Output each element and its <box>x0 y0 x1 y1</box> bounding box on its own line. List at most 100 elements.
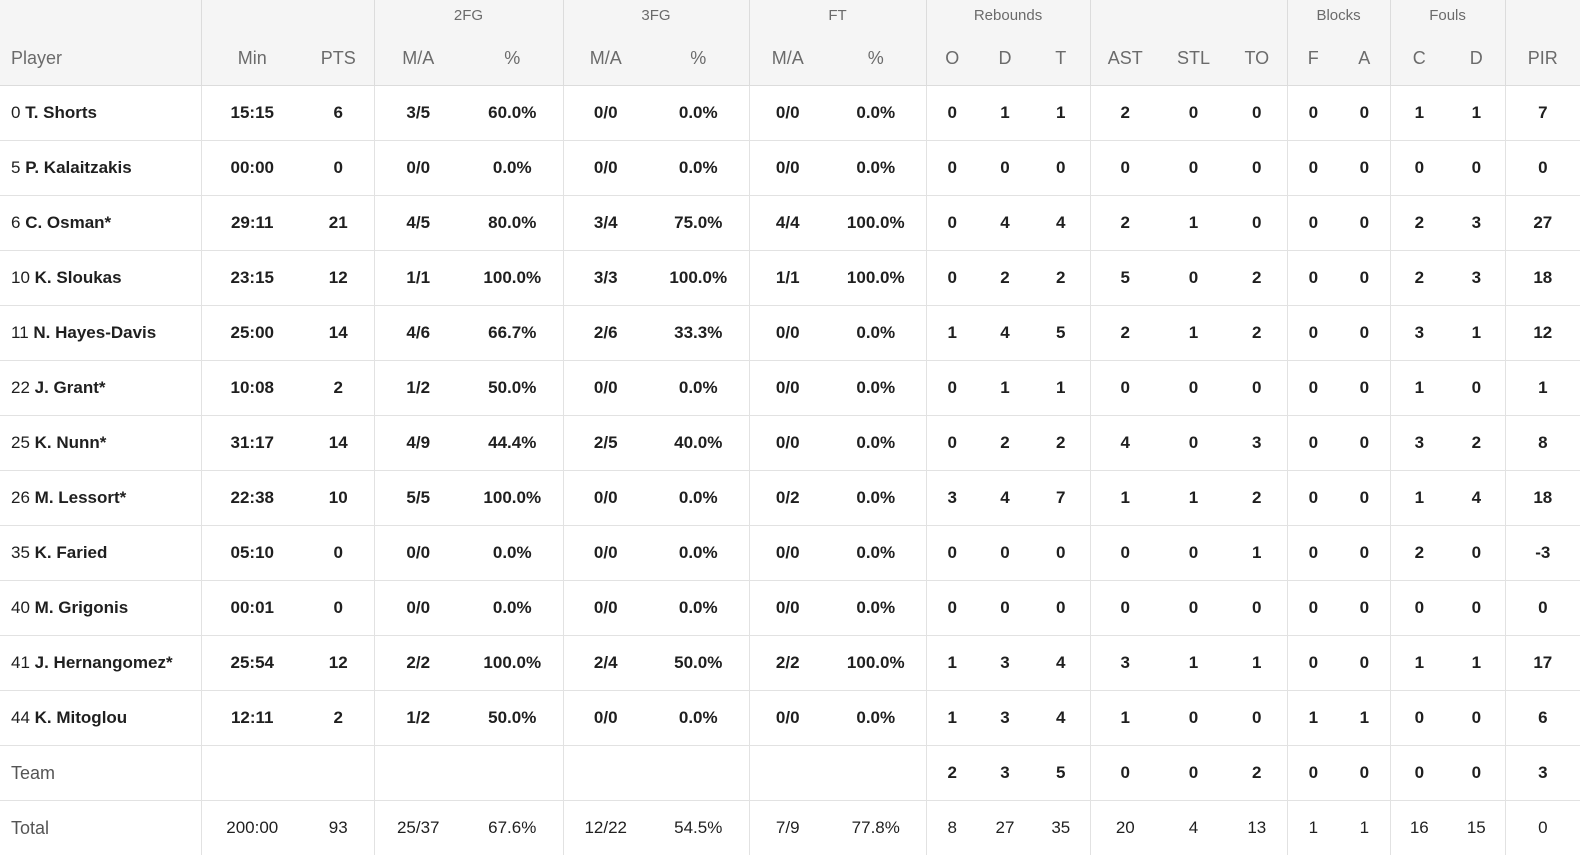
stat-reb-t: 35 <box>1032 801 1090 855</box>
col-header-2fg-ma[interactable]: M/A <box>374 31 462 86</box>
stat-min: 25:00 <box>201 306 303 361</box>
stat-ft-ma: 0/0 <box>749 416 826 471</box>
col-header-foul-d[interactable]: D <box>1448 31 1505 86</box>
stat-ft-ma: 0/0 <box>749 691 826 746</box>
group-empty-ast-stl-to <box>1090 0 1287 31</box>
col-header-reb-o[interactable]: O <box>926 31 978 86</box>
stat-blk-a: 0 <box>1339 471 1390 526</box>
stat-pts: 0 <box>303 581 374 636</box>
stat-reb-o: 0 <box>926 581 978 636</box>
player-name-link[interactable]: K. Nunn* <box>35 433 107 452</box>
col-header-pir[interactable]: PIR <box>1505 31 1580 86</box>
stat-reb-o: 8 <box>926 801 978 855</box>
stat-foul-d: 0 <box>1448 581 1505 636</box>
player-name-link[interactable]: C. Osman* <box>25 213 111 232</box>
stat-ft-pct: 0.0% <box>826 361 926 416</box>
stat-pir: 27 <box>1505 196 1580 251</box>
stat-reb-t: 0 <box>1032 526 1090 581</box>
player-number: 0 <box>11 103 20 122</box>
col-header-ast[interactable]: AST <box>1090 31 1160 86</box>
stat-reb-t: 0 <box>1032 141 1090 196</box>
player-cell: 35 K. Faried <box>0 526 201 581</box>
player-cell: 25 K. Nunn* <box>0 416 201 471</box>
stat-fg2-ma: 0/0 <box>374 141 462 196</box>
player-name-link[interactable]: J. Grant* <box>35 378 106 397</box>
col-header-player[interactable]: Player <box>0 31 201 86</box>
stat-foul-c: 0 <box>1390 691 1448 746</box>
player-name-link[interactable]: P. Kalaitzakis <box>25 158 131 177</box>
stat-to: 0 <box>1227 196 1287 251</box>
col-header-to[interactable]: TO <box>1227 31 1287 86</box>
stat-foul-c: 1 <box>1390 636 1448 691</box>
player-number: 40 <box>11 598 30 617</box>
stat-ft-ma: 2/2 <box>749 636 826 691</box>
stat-ft-ma: 0/0 <box>749 306 826 361</box>
stat-pts: 12 <box>303 636 374 691</box>
col-header-blk-a[interactable]: A <box>1339 31 1390 86</box>
stat-to: 1 <box>1227 636 1287 691</box>
col-header-3fg-ma[interactable]: M/A <box>563 31 648 86</box>
stat-pts: 2 <box>303 691 374 746</box>
stat-min: 00:01 <box>201 581 303 636</box>
player-name-link[interactable]: K. Mitoglou <box>35 708 128 727</box>
player-number: 22 <box>11 378 30 397</box>
stat-pir: 17 <box>1505 636 1580 691</box>
stat-reb-o: 0 <box>926 196 978 251</box>
player-name-link[interactable]: M. Grigonis <box>35 598 129 617</box>
col-header-ft-ma[interactable]: M/A <box>749 31 826 86</box>
player-name-link[interactable]: M. Lessort* <box>35 488 127 507</box>
col-header-pts[interactable]: PTS <box>303 31 374 86</box>
stat-fg2-pct: 50.0% <box>462 691 563 746</box>
stat-pts: 21 <box>303 196 374 251</box>
stat-min: 00:00 <box>201 141 303 196</box>
player-name-link[interactable]: K. Faried <box>35 543 108 562</box>
col-header-stl[interactable]: STL <box>1160 31 1227 86</box>
stat-fg3-pct: 0.0% <box>648 86 749 141</box>
stat-foul-d: 0 <box>1448 691 1505 746</box>
player-cell: 22 J. Grant* <box>0 361 201 416</box>
player-name-link[interactable]: T. Shorts <box>25 103 97 122</box>
player-name-link[interactable]: N. Hayes-Davis <box>33 323 156 342</box>
stat-blk-a: 0 <box>1339 746 1390 801</box>
stat-foul-c: 2 <box>1390 196 1448 251</box>
stat-ast: 1 <box>1090 691 1160 746</box>
stat-foul-c: 2 <box>1390 251 1448 306</box>
stat-foul-d: 1 <box>1448 306 1505 361</box>
player-name-link[interactable]: K. Sloukas <box>35 268 122 287</box>
col-header-3fg-pct[interactable]: % <box>648 31 749 86</box>
stat-fg3-pct: 0.0% <box>648 141 749 196</box>
stat-ft-pct: 0.0% <box>826 141 926 196</box>
stat-ft-ma: 0/2 <box>749 471 826 526</box>
player-name-link[interactable]: J. Hernangomez* <box>35 653 173 672</box>
stat-to: 0 <box>1227 361 1287 416</box>
stat-to: 0 <box>1227 141 1287 196</box>
stat-stl: 4 <box>1160 801 1227 855</box>
stat-reb-d: 1 <box>978 86 1032 141</box>
stat-fg3-pct: 100.0% <box>648 251 749 306</box>
col-header-ft-pct[interactable]: % <box>826 31 926 86</box>
col-header-blk-f[interactable]: F <box>1287 31 1339 86</box>
stat-fg3-pct: 0.0% <box>648 361 749 416</box>
stat-fg3-ma: 3/3 <box>563 251 648 306</box>
stat-blk-f: 0 <box>1287 306 1339 361</box>
stat-fg2-ma: 25/37 <box>374 801 462 855</box>
stat-reb-d: 0 <box>978 141 1032 196</box>
stat-blk-f: 0 <box>1287 141 1339 196</box>
stat-fg2-ma: 1/2 <box>374 361 462 416</box>
player-cell: 5 P. Kalaitzakis <box>0 141 201 196</box>
stat-foul-c: 3 <box>1390 306 1448 361</box>
col-header-foul-c[interactable]: C <box>1390 31 1448 86</box>
stat-fg2-ma: 5/5 <box>374 471 462 526</box>
stat-stl: 0 <box>1160 416 1227 471</box>
stat-foul-d: 3 <box>1448 196 1505 251</box>
stat-blk-f: 0 <box>1287 251 1339 306</box>
stat-blk-a: 1 <box>1339 801 1390 855</box>
col-header-reb-d[interactable]: D <box>978 31 1032 86</box>
col-header-2fg-pct[interactable]: % <box>462 31 563 86</box>
stat-foul-d: 3 <box>1448 251 1505 306</box>
stat-fg2-pct: 0.0% <box>462 526 563 581</box>
col-header-reb-t[interactable]: T <box>1032 31 1090 86</box>
col-header-min[interactable]: Min <box>201 31 303 86</box>
